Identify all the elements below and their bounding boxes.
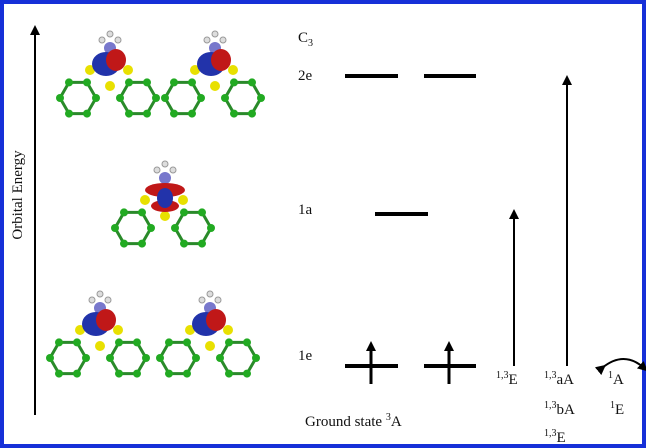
molecule-part xyxy=(170,110,178,118)
molecule-part xyxy=(160,211,170,221)
molecule-part xyxy=(225,338,233,346)
molecule-part xyxy=(125,110,133,118)
molecule-part xyxy=(183,338,191,346)
molecule-part xyxy=(106,354,114,362)
molecule-part xyxy=(225,370,233,378)
molecule-part xyxy=(82,354,90,362)
molecule-part xyxy=(159,172,171,184)
molecule-part xyxy=(215,297,221,303)
molecule-part xyxy=(210,81,220,91)
molecule-part xyxy=(221,94,229,102)
molecule-part xyxy=(120,240,128,248)
molecule-part xyxy=(198,240,206,248)
molecule-part xyxy=(178,195,188,205)
molecule-part xyxy=(188,78,196,86)
molecule-part xyxy=(106,49,126,71)
molecule-part xyxy=(123,65,133,75)
molecule-part xyxy=(138,208,146,216)
molecule-part xyxy=(248,78,256,86)
molecule-part xyxy=(140,195,150,205)
molecule-part xyxy=(207,224,215,232)
molecule-part xyxy=(252,354,260,362)
molecule-part xyxy=(216,354,224,362)
molecule-part xyxy=(105,81,115,91)
molecule-part xyxy=(55,338,63,346)
molecule-part xyxy=(162,161,168,167)
molecule-part xyxy=(165,370,173,378)
molecule-part xyxy=(73,338,81,346)
molecule-part xyxy=(205,341,215,351)
molecule-part xyxy=(199,297,205,303)
molecule-part xyxy=(212,31,218,37)
molecule-part xyxy=(180,208,188,216)
molecule-part xyxy=(157,188,173,208)
molecule-part xyxy=(220,37,226,43)
molecule-part xyxy=(156,354,164,362)
molecule-part xyxy=(192,354,200,362)
molecule-part xyxy=(56,94,64,102)
molecule-part xyxy=(230,78,238,86)
molecule-part xyxy=(207,291,213,297)
molecule-part xyxy=(65,110,73,118)
molecule-part xyxy=(143,110,151,118)
molecule-part xyxy=(65,78,73,86)
molecule-part xyxy=(55,370,63,378)
molecule-part xyxy=(170,78,178,86)
molecule-part xyxy=(97,291,103,297)
level-label: 2e xyxy=(298,68,313,84)
molecule-part xyxy=(183,370,191,378)
molecule-part xyxy=(73,370,81,378)
level-label: 1e xyxy=(298,348,313,364)
molecule-part xyxy=(243,338,251,346)
molecule-part xyxy=(107,31,113,37)
molecule-part xyxy=(46,354,54,362)
molecule-part xyxy=(120,208,128,216)
molecule-part xyxy=(115,338,123,346)
molecule-part xyxy=(223,325,233,335)
molecule-part xyxy=(152,94,160,102)
molecule-part xyxy=(83,110,91,118)
molecule-part xyxy=(115,37,121,43)
molecule-part xyxy=(161,94,169,102)
molecule-part xyxy=(197,94,205,102)
molecule-part xyxy=(99,37,105,43)
molecule-part xyxy=(96,309,116,331)
molecule-part xyxy=(170,167,176,173)
molecule-part xyxy=(125,78,133,86)
figure: Orbital Energy C3 2e 1a 1e Ground state … xyxy=(0,0,646,448)
molecule-part xyxy=(204,37,210,43)
molecule-part xyxy=(115,370,123,378)
molecule-part xyxy=(116,94,124,102)
molecule-part xyxy=(89,297,95,303)
molecule-part xyxy=(248,110,256,118)
molecule-part xyxy=(198,208,206,216)
molecule-part xyxy=(143,78,151,86)
molecule-part xyxy=(105,297,111,303)
molecule-part xyxy=(243,370,251,378)
axis-label: Orbital Energy xyxy=(10,150,26,240)
molecule-part xyxy=(138,240,146,248)
molecule-part xyxy=(180,240,188,248)
molecule-part xyxy=(257,94,265,102)
molecule-part xyxy=(188,110,196,118)
molecule-part xyxy=(147,224,155,232)
molecule-part xyxy=(133,370,141,378)
molecule-part xyxy=(142,354,150,362)
molecule-part xyxy=(211,49,231,71)
level-label: 1a xyxy=(298,202,313,218)
molecule-part xyxy=(206,309,226,331)
molecule-part xyxy=(171,224,179,232)
molecule-part xyxy=(113,325,123,335)
molecule-part xyxy=(133,338,141,346)
molecule-part xyxy=(111,224,119,232)
molecule-part xyxy=(95,341,105,351)
molecule-part xyxy=(228,65,238,75)
molecule-part xyxy=(230,110,238,118)
molecule-part xyxy=(92,94,100,102)
molecule-part xyxy=(83,78,91,86)
molecule-part xyxy=(165,338,173,346)
molecule-part xyxy=(154,167,160,173)
